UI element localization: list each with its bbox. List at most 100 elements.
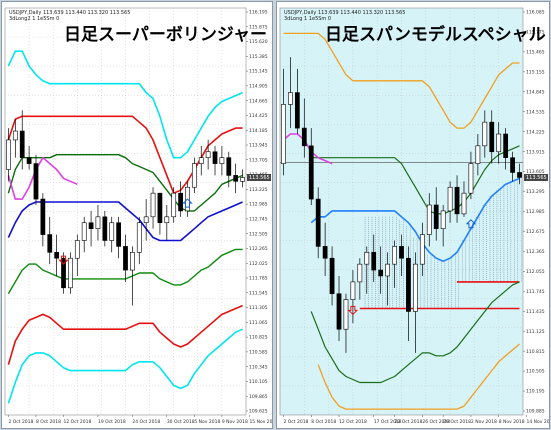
x-tick-label: 24 Oct 2018 [132, 419, 160, 425]
candle-body [54, 252, 60, 259]
candle [226, 151, 232, 188]
buy-signal-arrow [465, 219, 477, 229]
y-tick-label: 115.775 [526, 30, 545, 36]
candle [47, 216, 53, 265]
symbol-line: USDJPY,Daily 113.639 113.440 113.320 113… [284, 10, 405, 16]
y-tick-label: 115.155 [526, 69, 545, 75]
candle-body [281, 104, 286, 164]
x-tick-label: 8 Oct 2018 [36, 419, 61, 425]
chart-window-right[interactable]: 116.085 115.775 115.465 115.155 114.845 114.5… [276, 1, 550, 429]
y-tick-label: 111.435 [526, 309, 545, 315]
candle-body [157, 192, 163, 224]
chart-title: 日足スパンモデルスペシャル [325, 24, 546, 45]
candle [419, 222, 425, 276]
indicator-line-1 [311, 145, 520, 215]
candle [102, 210, 108, 247]
candle-body [68, 257, 73, 289]
candle-body [6, 139, 11, 170]
candle [510, 151, 515, 182]
candle [336, 275, 342, 342]
x-tick-label: 17 Oct 2018 [374, 419, 402, 425]
x-tick-label: 15 Nov 2018 [249, 419, 272, 425]
y-tick-label: 114.185 [249, 128, 268, 134]
candle [329, 246, 335, 306]
y-tick-label: 113.705 [249, 157, 268, 163]
candle-body [350, 281, 356, 300]
candle-body [109, 222, 115, 241]
candle-body [205, 151, 211, 158]
candle-body [12, 130, 18, 141]
candle-body [308, 145, 314, 200]
indicator-line-7 [282, 133, 333, 165]
y-tick-label: 112.025 [249, 261, 268, 267]
x-axis: 2 Oct 2018 8 Oct 2018 12 Oct 2018 17 Oct 20… [283, 415, 549, 425]
y-tick-label: 112.365 [526, 249, 545, 255]
y-tick-label: 112.745 [249, 216, 268, 222]
candle [315, 187, 321, 259]
y-tick-label: 110.195 [526, 389, 545, 395]
candle [517, 163, 522, 185]
x-tick-label: 2 Oct 2018 [283, 419, 308, 425]
candle-body [392, 246, 397, 265]
price-tag-label: 113.565 [249, 175, 270, 181]
y-axis: 116.085 115.775 115.465 115.155 114.845 114.5… [523, 10, 545, 415]
indicator-line-7 [7, 156, 78, 200]
y-tick-label: 115.385 [249, 54, 268, 60]
candle [19, 110, 25, 170]
candle [413, 252, 418, 353]
indicator-line-1 [7, 115, 243, 194]
y-tick-label: 110.105 [249, 379, 268, 385]
candle-body [301, 127, 307, 147]
candle-body [61, 257, 66, 289]
candle [74, 234, 80, 276]
grid-lines [280, 8, 523, 415]
y-axis: 116.195 115.875 115.620 115.385 115.145 114.9… [246, 10, 268, 415]
candle-body [240, 177, 245, 182]
indicator-line-6 [7, 328, 243, 404]
candle-body [143, 216, 149, 224]
y-tick-label: 111.125 [526, 329, 545, 335]
y-tick-label: 112.055 [526, 269, 545, 275]
y-tick-label: 115.875 [249, 24, 268, 30]
candle-body [343, 299, 349, 330]
candle-body [468, 163, 474, 194]
x-tick-label: 9 Nov 2018 [222, 419, 248, 425]
candle [240, 169, 245, 188]
y-tick-label: 112.675 [526, 229, 545, 235]
candle [178, 181, 183, 217]
candle-body [371, 252, 377, 271]
price-tag [524, 173, 548, 181]
candle-body [385, 263, 390, 277]
candle-body [164, 216, 170, 224]
candle-body [226, 157, 232, 176]
y-tick-label: 112.985 [526, 209, 545, 215]
candle [136, 216, 142, 265]
candle [482, 110, 488, 158]
candle-body [489, 121, 495, 153]
indicator-line-5 [7, 304, 243, 365]
indicator-line-2 [310, 177, 520, 262]
chart-window-left[interactable]: 116.195 115.875 115.620 115.385 115.145 114.9… [1, 1, 273, 429]
x-tick-label: 26 Oct 2018 [422, 419, 450, 425]
y-tick-label: 113.915 [526, 149, 545, 155]
y-tick-label: 111.305 [249, 305, 268, 311]
y-tick-label: 111.065 [249, 320, 268, 326]
candle [33, 154, 39, 205]
candle-body [212, 151, 218, 164]
candle [6, 128, 11, 182]
candle-body [482, 121, 488, 147]
x-tick-label: 30 Oct 2018 [167, 419, 195, 425]
y-tick-label: 114.225 [526, 129, 545, 135]
candle-body [496, 133, 502, 153]
indicator-line-6 [317, 343, 520, 410]
candle-body [426, 204, 432, 235]
candle-body [510, 157, 515, 173]
candle-body [440, 210, 446, 229]
x-tick-label: 5 Nov 2018 [194, 419, 220, 425]
sell-signal-arrow [58, 255, 69, 265]
x-tick-label: 8 Oct 2018 [311, 419, 336, 425]
candle [496, 122, 502, 164]
candle [150, 187, 156, 229]
indicator-line: 3dLong2 1 1e5Sm 0 [9, 16, 59, 22]
y-tick-label: 110.585 [249, 349, 268, 355]
